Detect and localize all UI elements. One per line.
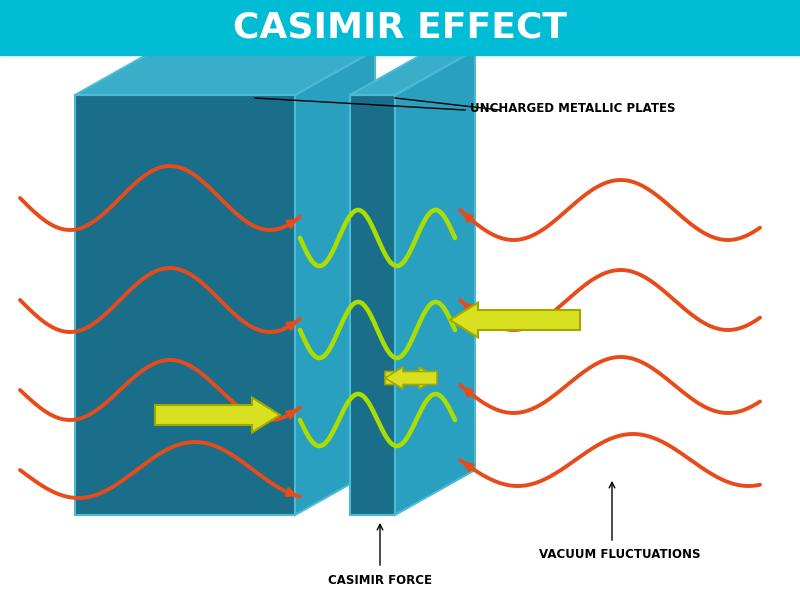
Polygon shape: [75, 95, 295, 515]
Polygon shape: [75, 50, 375, 95]
Text: CASIMIR FORCE: CASIMIR FORCE: [328, 573, 432, 587]
Bar: [0, 0, 800, 55]
Text: VACUUM FLUCTUATIONS: VACUUM FLUCTUATIONS: [539, 549, 701, 561]
Polygon shape: [350, 50, 475, 95]
FancyArrow shape: [385, 367, 437, 389]
Text: UNCHARGED METALLIC PLATES: UNCHARGED METALLIC PLATES: [470, 101, 675, 115]
FancyArrow shape: [450, 303, 580, 338]
Polygon shape: [295, 50, 375, 515]
Polygon shape: [395, 50, 475, 515]
FancyArrow shape: [155, 397, 280, 432]
Text: CASIMIR EFFECT: CASIMIR EFFECT: [233, 10, 567, 44]
Polygon shape: [350, 95, 395, 515]
FancyArrow shape: [385, 367, 437, 389]
